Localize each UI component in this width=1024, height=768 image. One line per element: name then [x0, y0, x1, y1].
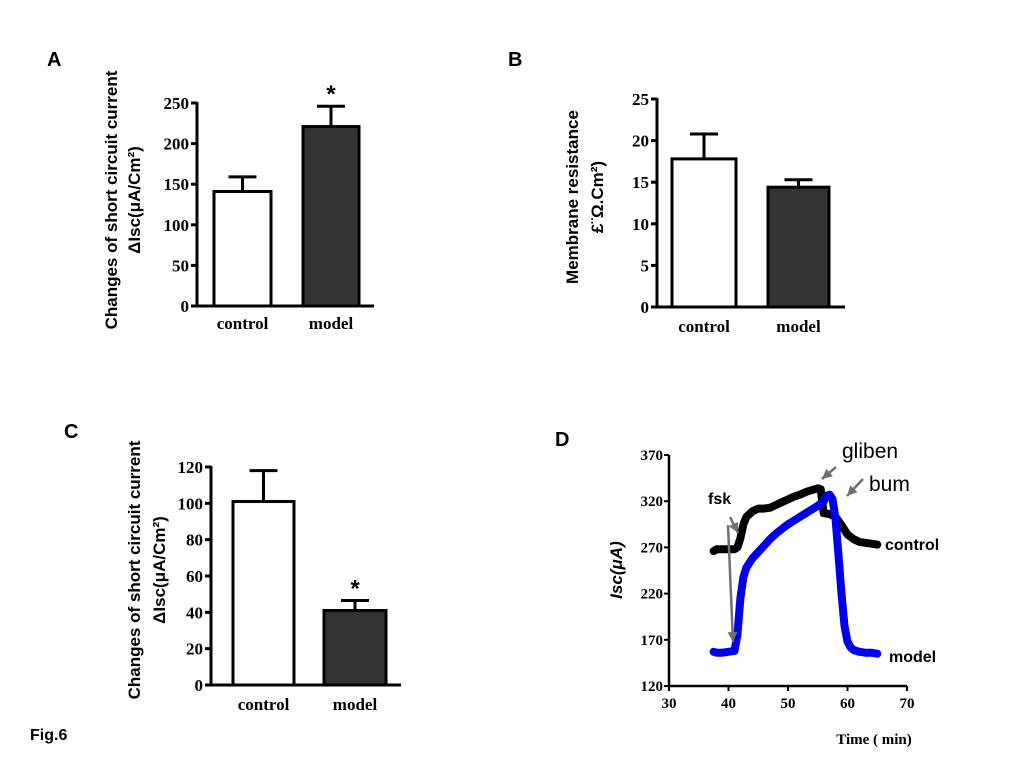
panel-b-y-axis-title-line1: Membrane resistance [563, 110, 582, 284]
panel-d-y-tick-label: 370 [641, 448, 664, 464]
panel-d-x-tick-label: 60 [840, 696, 855, 712]
panel-c-y-axis-title-line2: ΔIsc(μA/Cm²) [150, 516, 169, 624]
panel-d-arrow-bum-head [847, 485, 858, 496]
panel-a-category-label-model: model [309, 314, 354, 333]
panel-c-category-label-model: model [333, 695, 378, 714]
panel-d-y-tick-label: 270 [641, 540, 664, 556]
panel-d-annotation-gliben: gliben [842, 440, 898, 463]
panel-c-bar-chart: 0 20 40 60 80 100 120 control model * Changes of s… [125, 440, 401, 714]
panel-d-annotation-control: control [885, 537, 939, 554]
panel-d-arrow-gliben-head [822, 468, 833, 479]
panel-d-y-tick-label: 220 [641, 587, 664, 603]
panel-c-bar-model [322, 609, 388, 687]
panel-a-significance-model: * [326, 81, 336, 108]
panel-d-arrow-fsk-model [726, 524, 735, 643]
panel-a-bar-model [301, 125, 361, 308]
panel-c-y-tick-label: 100 [178, 494, 204, 513]
panel-c-y-tick-label: 0 [195, 676, 204, 695]
panel-c-y-tick-label: 60 [186, 567, 203, 586]
panel-a-y-axis-title-line2: ΔIsc(μA/Cm²) [125, 146, 144, 254]
panel-d-y-tick-label: 170 [641, 633, 664, 649]
panel-a-bar-control [212, 190, 273, 308]
panel-a-y-tick-label: 0 [181, 297, 190, 316]
panel-d-arrow-fsk-model-head [727, 631, 738, 642]
panel-c-y-tick-label: 40 [186, 603, 203, 622]
panel-letter-d: D [555, 429, 569, 451]
panel-b-category-label-control: control [678, 317, 730, 336]
panel-d-y-axis-title: Isc(μA) [607, 541, 626, 599]
panel-a-y-tick-label: 100 [164, 216, 190, 235]
panel-d-line-chart: 120 170 220 270 320 370 30 40 50 60 70 Time ( min) I… [607, 440, 939, 748]
panel-b-category-label-model: model [776, 317, 821, 336]
panel-c-y-tick-label: 120 [178, 458, 204, 477]
panel-b-y-tick-label: 15 [632, 173, 649, 192]
panel-d-x-tick-label: 40 [721, 696, 736, 712]
panel-a-y-tick-label: 50 [172, 256, 189, 275]
panel-b-y-tick-label: 25 [632, 90, 649, 109]
panel-b-y-axis-title-line2: £¨Ω.Cm²) [588, 161, 607, 233]
panel-c-bar-control [231, 500, 296, 687]
figure-label: Fig.6 [30, 727, 67, 744]
panel-d-x-tick-label: 30 [662, 696, 677, 712]
panel-c-y-tick-label: 20 [186, 640, 203, 659]
panel-a-y-tick-label: 200 [164, 135, 190, 154]
panel-c-y-axis-title-line1: Changes of short circuit current [125, 440, 144, 699]
panel-letter-b: B [508, 49, 522, 71]
panel-d-annotation-model: model [889, 649, 936, 666]
panel-c-significance-model: * [350, 576, 360, 603]
panel-b-y-tick-label: 10 [632, 215, 649, 234]
panel-b-bar-model [766, 185, 831, 309]
panel-d-x-tick-label: 50 [781, 696, 796, 712]
panel-b-bar-chart: 0 5 10 15 20 25 control model Membrane resistanc… [563, 90, 845, 336]
panel-d-y-tick-label: 320 [641, 494, 664, 510]
panel-d-series-model [709, 490, 882, 658]
panel-c-y-tick-label: 80 [186, 531, 203, 550]
panel-d-annotation-fsk: fsk [708, 491, 731, 508]
panel-d-x-axis-title: Time ( min) [836, 732, 912, 748]
panel-letter-a: A [47, 49, 61, 71]
panel-letter-c: C [64, 421, 78, 443]
panel-d-y-tick-label: 120 [641, 679, 664, 695]
panel-a-y-tick-label: 150 [164, 175, 190, 194]
panel-d-series-control [709, 484, 882, 556]
panel-b-y-tick-label: 20 [632, 132, 649, 151]
panel-a-bar-chart: 0 50 100 150 200 250 control model * Changes of s… [102, 70, 374, 333]
panel-d-x-tick-label: 70 [900, 696, 915, 712]
panel-c-category-label-control: control [238, 695, 290, 714]
panel-b-y-tick-label: 5 [641, 256, 650, 275]
panel-a-category-label-control: control [217, 314, 269, 333]
panel-d-annotation-bum: bum [869, 473, 910, 496]
panel-d-arrow-fsk-control-head [729, 521, 738, 533]
panel-b-bar-control [670, 157, 738, 309]
panel-a-y-tick-label: 250 [164, 94, 190, 113]
panel-b-y-tick-label: 0 [641, 298, 650, 317]
panel-a-y-axis-title-line1: Changes of short circuit current [102, 70, 121, 329]
